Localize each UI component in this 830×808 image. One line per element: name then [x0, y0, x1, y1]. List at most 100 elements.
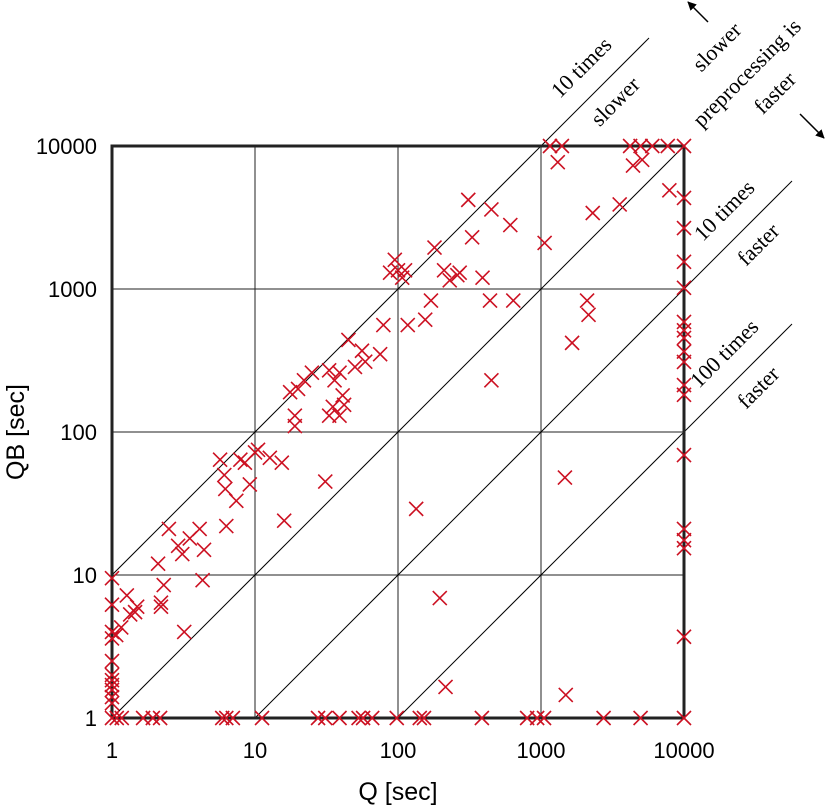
point [372, 346, 388, 362]
point [287, 408, 303, 424]
point [634, 152, 650, 168]
point [474, 270, 491, 286]
point [579, 293, 595, 309]
point [536, 710, 552, 726]
point [195, 572, 211, 588]
x-tick-label: 1 [106, 738, 118, 763]
point [483, 201, 499, 218]
point [225, 710, 241, 726]
point [228, 493, 244, 509]
point [502, 217, 518, 233]
point [218, 518, 234, 534]
point [357, 354, 373, 370]
point [676, 710, 692, 726]
point [676, 220, 692, 236]
point [129, 599, 145, 615]
point [474, 710, 490, 726]
point [150, 556, 166, 572]
point [104, 695, 120, 711]
point [390, 262, 406, 278]
point [676, 532, 692, 548]
point [304, 365, 320, 381]
reference-line [111, 37, 650, 576]
point [676, 354, 692, 370]
point [537, 235, 553, 251]
point [676, 330, 692, 346]
point [633, 138, 649, 154]
point [676, 540, 692, 556]
point [104, 689, 120, 705]
point [104, 677, 120, 693]
point [145, 710, 161, 726]
point [423, 293, 439, 309]
point [612, 196, 628, 213]
reference-label: slower [586, 71, 646, 131]
point [340, 332, 356, 348]
point [644, 138, 660, 154]
point [174, 546, 190, 562]
point [290, 381, 306, 397]
point [505, 293, 521, 309]
point [625, 157, 641, 174]
point [417, 312, 433, 328]
point [196, 542, 212, 558]
point [192, 521, 208, 537]
point [436, 262, 452, 278]
point [347, 359, 363, 375]
point [176, 624, 192, 640]
point [482, 293, 498, 309]
point [156, 577, 172, 593]
point [282, 384, 298, 400]
reference-line [111, 145, 685, 719]
point [310, 710, 326, 726]
point [274, 455, 290, 471]
point [321, 362, 337, 378]
point [460, 192, 476, 208]
point [661, 182, 677, 198]
point [596, 710, 612, 726]
point [331, 408, 348, 424]
point [153, 595, 169, 611]
reference-label: faster [732, 218, 785, 271]
y-tick-label: 1 [85, 706, 97, 731]
point [331, 365, 348, 381]
x-tick-label: 10000 [653, 738, 714, 763]
point [426, 239, 443, 256]
point [104, 653, 120, 669]
point [558, 687, 574, 703]
point [529, 710, 545, 726]
x-tick-label: 1000 [517, 738, 566, 763]
point [354, 343, 370, 359]
point [262, 450, 278, 466]
point [104, 682, 120, 698]
arrow-up [687, 1, 709, 23]
point [109, 710, 125, 726]
point [633, 710, 649, 726]
point [442, 272, 458, 288]
point [676, 138, 692, 154]
point [437, 679, 454, 695]
point [585, 205, 601, 221]
point [550, 154, 566, 170]
point [104, 570, 120, 586]
point [464, 229, 480, 245]
point [351, 710, 367, 726]
point [250, 442, 266, 458]
point [153, 599, 169, 615]
point [557, 470, 573, 486]
y-tick-label: 100 [60, 420, 97, 445]
y-tick-label: 10000 [36, 134, 97, 159]
y-axis-label: QB [sec] [2, 384, 30, 480]
x-tick-label: 100 [380, 738, 417, 763]
plot-frame [110, 144, 686, 720]
point [676, 387, 692, 403]
point [317, 474, 333, 490]
point [397, 262, 413, 278]
point [317, 710, 333, 726]
point [331, 710, 348, 726]
y-tick-label: 10 [73, 563, 97, 588]
point [412, 710, 428, 726]
y-tick-label: 1000 [48, 277, 97, 302]
point [542, 138, 558, 154]
point [212, 452, 228, 468]
